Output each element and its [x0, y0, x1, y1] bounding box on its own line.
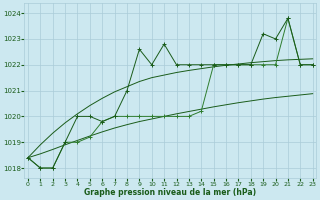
X-axis label: Graphe pression niveau de la mer (hPa): Graphe pression niveau de la mer (hPa) [84, 188, 256, 197]
